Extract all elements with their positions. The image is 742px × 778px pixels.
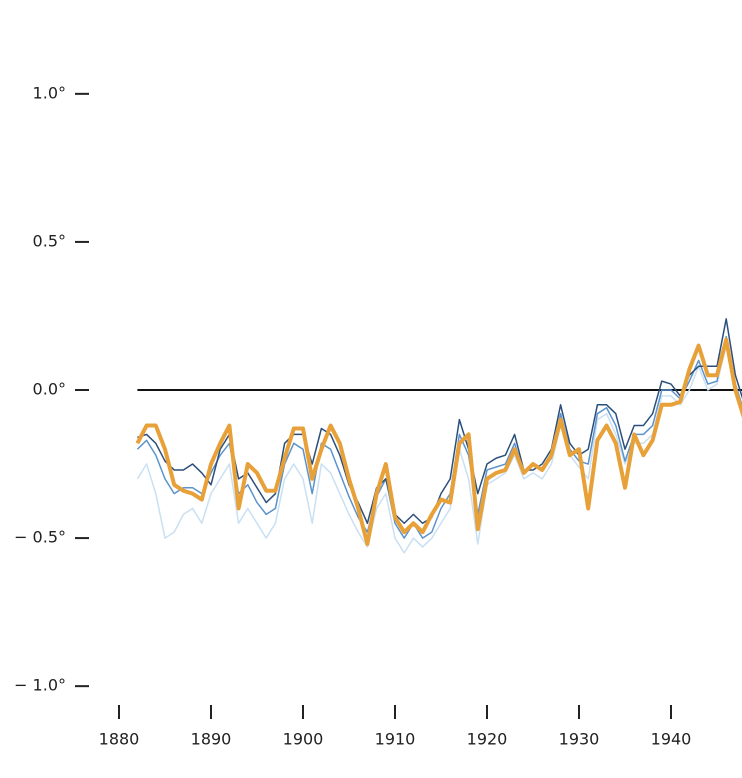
series-line <box>135 337 742 546</box>
y-tick-label: 0.5° <box>33 231 66 250</box>
x-tick-label: 1930 <box>559 730 600 749</box>
x-tick-label: 1910 <box>375 730 416 749</box>
x-tick-label: 1890 <box>191 730 232 749</box>
series-line <box>136 344 742 554</box>
series-line <box>137 318 742 525</box>
x-tick-label: 1900 <box>283 730 324 749</box>
x-tick-label: 1940 <box>651 730 692 749</box>
y-tick-label: 0.0° <box>33 380 66 399</box>
x-tick-label: 1920 <box>467 730 508 749</box>
y-tick-label: 1.0° <box>33 83 66 102</box>
y-tick-label: − 1.0° <box>14 676 66 695</box>
y-tick-label: − 0.5° <box>14 528 66 547</box>
x-tick-label: 1880 <box>99 730 140 749</box>
